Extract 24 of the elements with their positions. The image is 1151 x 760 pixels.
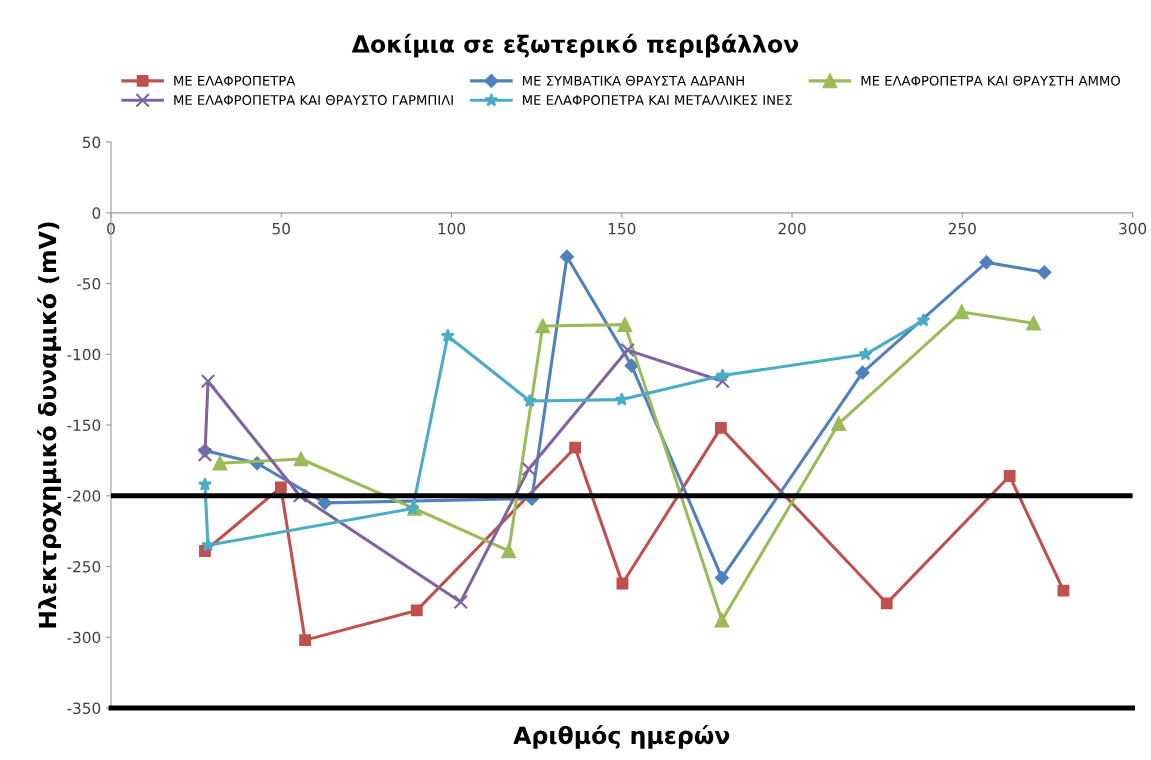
- legend-label: ΜΕ ΕΛΑΦΡΟΠΕΤΡΑ: [174, 75, 296, 86]
- legend-label: ΜΕ ΕΛΑΦΡΟΠΕΤΡΑ ΚΑΙ ΘΡΑΥΣΤΗ ΑΜΜΟ: [861, 75, 1120, 86]
- x-tick-label: 250: [948, 222, 976, 235]
- x-tick-label: 0: [107, 222, 115, 235]
- x-tick-label: 200: [778, 222, 806, 235]
- y-tick-label: -50: [77, 278, 101, 290]
- y-tick-label: 50: [82, 136, 101, 149]
- y-tick-label: -250: [67, 561, 101, 573]
- x-tick-label: 100: [438, 222, 466, 235]
- y-axis-title: Ηλεκτροχημικό δυναμικό (mV): [37, 222, 62, 628]
- y-tick-label: -300: [67, 631, 101, 644]
- y-tick-label: -200: [67, 490, 101, 502]
- x-axis-title: Αριθμός ημερών: [513, 724, 730, 749]
- x-tick-label: 300: [1119, 222, 1147, 235]
- y-tick-label: -350: [67, 702, 101, 715]
- chart-title: Δοκίμια σε εξωτερικό περιβάλλον: [351, 33, 799, 58]
- x-tick-label: 150: [608, 222, 636, 235]
- y-tick-label: -100: [67, 348, 101, 361]
- x-tick-label: 50: [272, 222, 290, 235]
- legend-label: ΜΕ ΣΥΜΒΑΤΙΚΑ ΘΡΑΥΣΤΑ ΑΔΡΑΝΗ: [523, 75, 744, 86]
- y-tick-label: 0: [92, 207, 101, 219]
- legend-label: ΜΕ ΕΛΑΦΡΟΠΕΤΡΑ ΚΑΙ ΘΡΑΥΣΤΟ ΓΑΡΜΠΙΛΙ: [174, 95, 453, 106]
- legend-label: ΜΕ ΕΛΑΦΡΟΠΕΤΡΑ ΚΑΙ ΜΕΤΑΛΛΙΚΕΣ ΙΝΕΣ: [523, 95, 792, 106]
- y-tick-label: -150: [67, 419, 101, 432]
